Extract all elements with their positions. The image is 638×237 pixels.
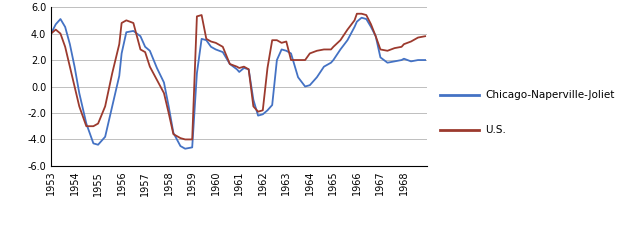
U.S. <box>421 35 429 38</box>
Chicago-Naperville-Joliet <box>337 48 345 51</box>
Chicago-Naperville-Joliet <box>108 105 116 108</box>
Text: U.S.: U.S. <box>485 125 506 135</box>
Chicago-Naperville-Joliet <box>414 59 422 61</box>
U.S. <box>47 32 55 35</box>
U.S. <box>337 39 345 42</box>
Chicago-Naperville-Joliet <box>71 65 78 68</box>
U.S. <box>263 67 271 69</box>
Line: U.S.: U.S. <box>51 14 425 139</box>
U.S. <box>353 12 360 15</box>
Chicago-Naperville-Joliet <box>47 32 55 35</box>
Text: Chicago-Naperville-Joliet: Chicago-Naperville-Joliet <box>485 90 614 100</box>
Chicago-Naperville-Joliet <box>181 147 189 150</box>
Chicago-Naperville-Joliet <box>263 109 271 112</box>
Chicago-Naperville-Joliet <box>358 16 366 19</box>
Chicago-Naperville-Joliet <box>421 59 429 61</box>
U.S. <box>108 72 116 75</box>
U.S. <box>181 138 189 141</box>
U.S. <box>414 36 422 39</box>
U.S. <box>71 85 78 88</box>
Line: Chicago-Naperville-Joliet: Chicago-Naperville-Joliet <box>51 18 425 149</box>
Chicago-Naperville-Joliet <box>118 52 126 55</box>
U.S. <box>118 22 126 24</box>
